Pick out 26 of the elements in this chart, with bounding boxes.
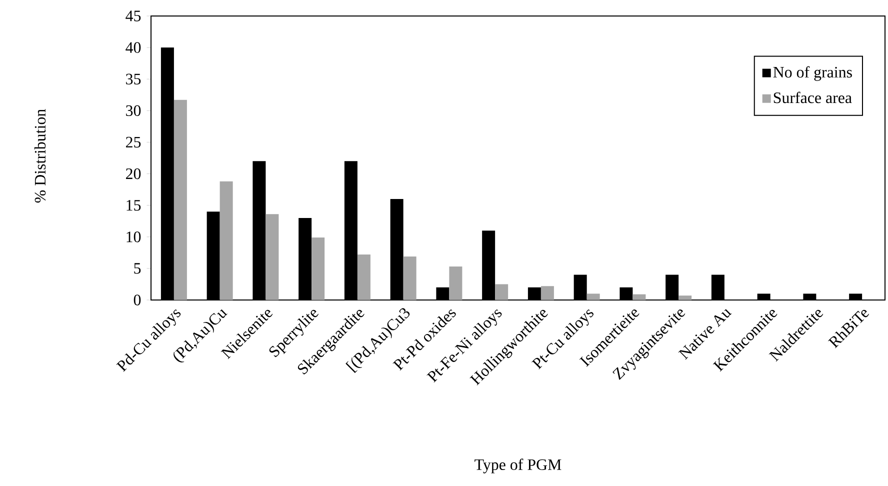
y-tick-label: 10 [126,232,141,242]
bar [403,256,416,300]
y-tick-label: 30 [126,105,141,116]
y-tick-label: 0 [134,294,141,306]
bar [495,284,508,300]
bar [632,294,646,300]
legend-label: No of grains [773,66,852,81]
bar [312,238,325,300]
y-tick-label: 25 [126,136,141,148]
y-tick-label: 45 [126,10,141,22]
bar [540,286,554,300]
y-axis-title: % Distribution [34,109,46,203]
bar [449,266,462,300]
bar [220,181,233,300]
bar [678,296,692,300]
bar [266,214,279,300]
y-tick-label: 5 [134,263,141,274]
bar [357,254,370,300]
y-tick-label: 15 [126,200,141,211]
y-tick-label: 20 [126,168,141,180]
bar [586,294,600,300]
y-tick-label: 40 [126,42,141,53]
bar [174,100,187,300]
y-tick-label: 35 [126,74,141,84]
legend-label: Surface area [774,92,852,104]
x-axis-title: Type of PGM [474,458,562,474]
